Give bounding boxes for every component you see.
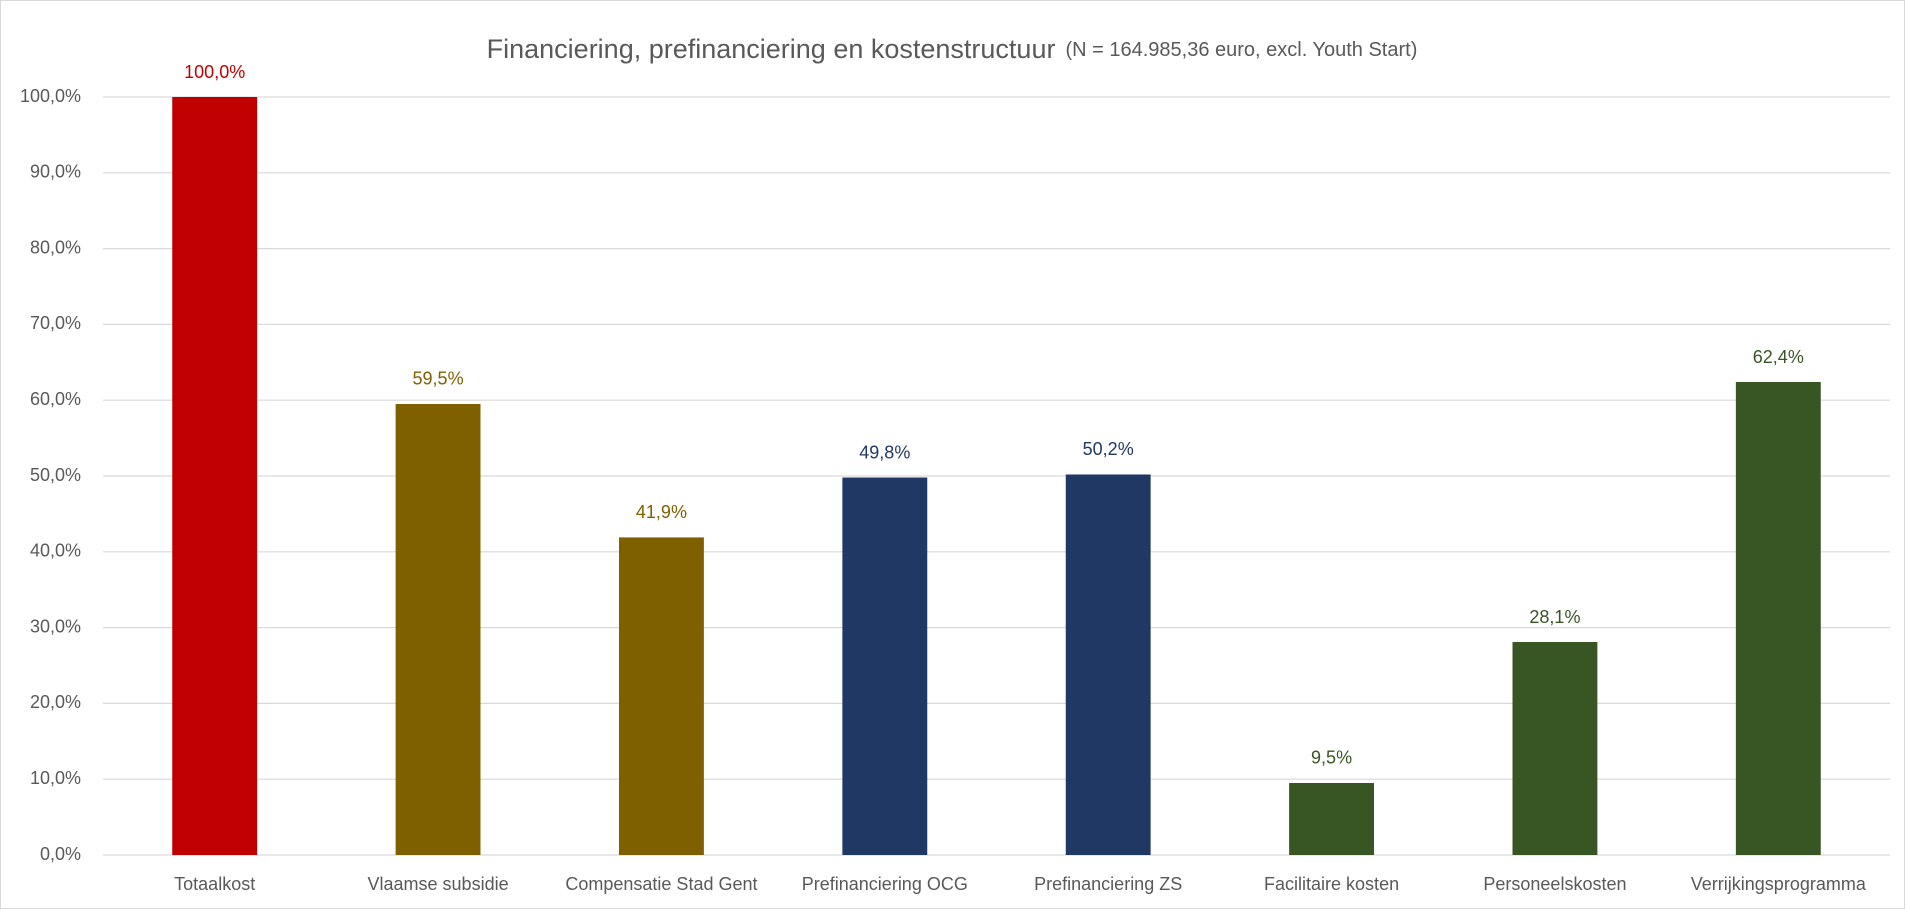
y-tick-label: 70,0% (30, 313, 81, 333)
y-tick-label: 0,0% (40, 844, 81, 864)
x-tick-label: Verrijkingsprogramma (1691, 874, 1867, 894)
y-tick-label: 10,0% (30, 768, 81, 788)
y-tick-label: 60,0% (30, 389, 81, 409)
data-label: 9,5% (1311, 748, 1352, 768)
y-tick-label: 20,0% (30, 692, 81, 712)
bar (618, 537, 704, 855)
data-label: 28,1% (1529, 607, 1580, 627)
x-tick-label: Personeelskosten (1483, 874, 1626, 894)
y-tick-label: 80,0% (30, 237, 81, 257)
x-tick-label: Facilitaire kosten (1264, 874, 1399, 894)
bar (1289, 782, 1375, 855)
x-tick-label: Compensatie Stad Gent (565, 874, 757, 894)
bar (395, 403, 481, 855)
chart-subtitle: (N = 164.985,36 euro, excl. Youth Start) (1065, 39, 1417, 61)
chart-title-group: Financiering, prefinanciering en kostens… (487, 34, 1418, 64)
data-label: 41,9% (636, 502, 687, 522)
data-label: 59,5% (413, 369, 464, 389)
y-tick-label: 100,0% (20, 86, 81, 106)
x-tick-label: Vlaamse subsidie (368, 874, 509, 894)
y-tick-label: 40,0% (30, 541, 81, 561)
bar (1065, 474, 1151, 855)
bar (1512, 642, 1598, 855)
y-tick-label: 30,0% (30, 616, 81, 636)
data-label: 50,2% (1083, 439, 1134, 459)
x-tick-label: Prefinanciering ZS (1034, 874, 1182, 894)
y-tick-label: 90,0% (30, 162, 81, 182)
data-label: 100,0% (184, 62, 245, 82)
bar (172, 97, 258, 855)
chart-title: Financiering, prefinanciering en kostens… (487, 34, 1056, 64)
data-label: 62,4% (1753, 347, 1804, 367)
x-tick-label: Prefinanciering OCG (802, 874, 968, 894)
y-tick-label: 50,0% (30, 465, 81, 485)
data-label: 49,8% (859, 442, 910, 462)
x-tick-label: Totaalkost (174, 874, 255, 894)
bar (1735, 382, 1821, 855)
bar (842, 477, 928, 855)
